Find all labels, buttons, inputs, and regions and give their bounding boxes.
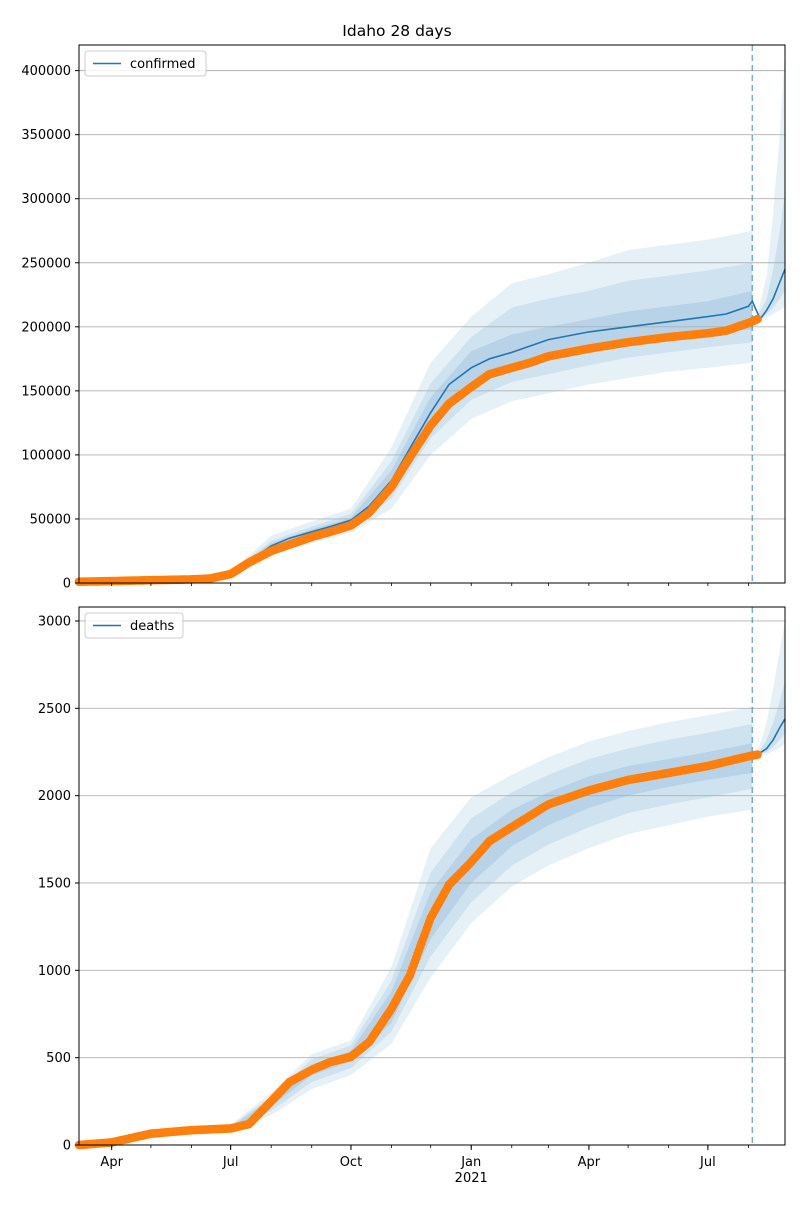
confirmed-axes: 0 50000 100000 150000 200000 250000 300000 3500… xyxy=(21,44,786,592)
forecast-band-outer xyxy=(757,51,785,324)
uncertainty-band-outer xyxy=(79,706,753,1145)
x-tick-label: Apr xyxy=(100,1155,123,1170)
deaths-bands xyxy=(79,621,785,1145)
chart-title: Idaho 28 days xyxy=(342,22,451,40)
x-tick-label: Apr xyxy=(578,1155,601,1170)
uncertainty-band-outer xyxy=(79,230,753,582)
legend-box xyxy=(84,612,184,639)
y-tick-label: 200000 xyxy=(21,320,71,335)
legend-box xyxy=(84,50,207,77)
uncertainty-band-middle xyxy=(79,724,753,1145)
y-tick-label: 500 xyxy=(46,1051,71,1066)
forecast-band-inner xyxy=(757,680,785,756)
uncertainty-band-inner xyxy=(79,290,753,582)
confirmed-observed-points xyxy=(74,314,762,586)
deaths-panel: 0 500 1000 1500 2000 2500 3000 Apr Jul Oct Jan Apr J… xyxy=(38,606,786,1186)
observed-point xyxy=(753,314,762,324)
y-tick-label: 150000 xyxy=(21,384,71,399)
x-tick-label: Jan xyxy=(460,1155,481,1170)
x-year-label: 2021 xyxy=(455,1171,488,1186)
y-tick-label: 0 xyxy=(63,577,71,592)
deaths-axes: 0 500 1000 1500 2000 2500 3000 Apr Jul Oct Jan Apr J… xyxy=(38,606,786,1170)
observed-point xyxy=(753,750,762,759)
legend-label-deaths: deaths xyxy=(130,619,175,634)
y-tick-label: 3000 xyxy=(38,614,71,629)
axes-frame xyxy=(78,606,786,1146)
deaths-gridlines xyxy=(79,620,785,1059)
y-tick-label: 400000 xyxy=(21,64,71,79)
y-tick-label: 350000 xyxy=(21,128,71,143)
x-tick-label: Jul xyxy=(222,1155,239,1170)
y-tick-label: 0 xyxy=(63,1139,71,1154)
y-tick-label: 1000 xyxy=(38,964,71,979)
y-tick-label: 100000 xyxy=(21,448,71,463)
y-tick-label: 300000 xyxy=(21,192,71,207)
x-tick-label: Jul xyxy=(699,1155,716,1170)
deaths-observed-points xyxy=(74,750,762,1150)
uncertainty-band-inner xyxy=(79,743,753,1145)
uncertainty-band-middle xyxy=(79,262,753,582)
y-tick-label: 250000 xyxy=(21,256,71,271)
deaths-legend: deaths xyxy=(84,612,184,639)
legend-label-confirmed: confirmed xyxy=(130,57,196,72)
forecast-band-outer xyxy=(757,621,785,757)
x-tick-label: Oct xyxy=(340,1155,362,1170)
y-tick-label: 1500 xyxy=(38,876,71,891)
confirmed-panel: 0 50000 100000 150000 200000 250000 300000 3500… xyxy=(21,44,786,592)
y-tick-label: 50000 xyxy=(30,512,71,527)
y-tick-label: 2500 xyxy=(38,702,71,717)
confirmed-legend: confirmed xyxy=(84,50,207,77)
axes-frame xyxy=(78,44,786,584)
y-tick-label: 2000 xyxy=(38,789,71,804)
